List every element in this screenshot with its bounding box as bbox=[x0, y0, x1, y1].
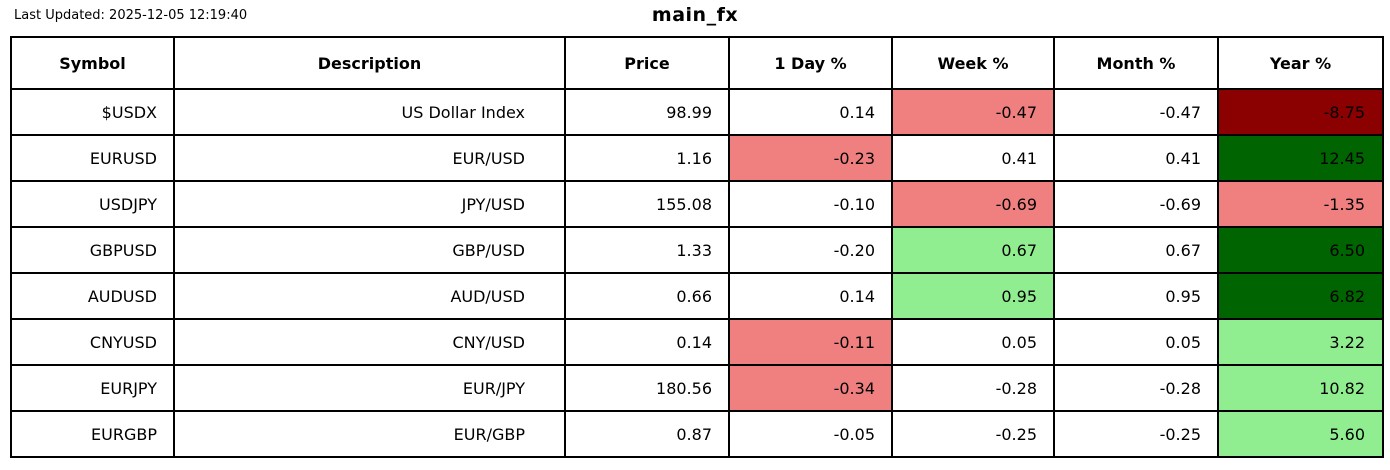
cell-day-pct: -0.20 bbox=[728, 226, 893, 274]
cell-price: 0.14 bbox=[564, 318, 730, 366]
cell-day-pct: 0.14 bbox=[728, 88, 893, 136]
table-header-row: Symbol Description Price 1 Day % Week % … bbox=[10, 36, 1384, 90]
cell-month-pct: -0.28 bbox=[1053, 364, 1219, 412]
cell-year-pct: -1.35 bbox=[1217, 180, 1384, 228]
cell-week-pct: 0.41 bbox=[891, 134, 1055, 182]
cell-symbol: CNYUSD bbox=[10, 318, 175, 366]
table-row: EURUSD EUR/USD 1.16 -0.23 0.41 0.41 12.45 bbox=[10, 134, 1384, 182]
cell-symbol: AUDUSD bbox=[10, 272, 175, 320]
cell-symbol: GBPUSD bbox=[10, 226, 175, 274]
column-header-week-pct: Week % bbox=[891, 36, 1055, 90]
cell-price: 0.66 bbox=[564, 272, 730, 320]
table-row: USDJPY JPY/USD 155.08 -0.10 -0.69 -0.69 -1.35 bbox=[10, 180, 1384, 228]
table-body: $USDX US Dollar Index 98.99 0.14 -0.47 -0.47-… bbox=[10, 88, 1384, 458]
cell-symbol: USDJPY bbox=[10, 180, 175, 228]
cell-year-pct: 6.82 bbox=[1217, 272, 1384, 320]
cell-description: CNY/USD bbox=[173, 318, 566, 366]
cell-day-pct: 0.14 bbox=[728, 272, 893, 320]
cell-description: US Dollar Index bbox=[173, 88, 566, 136]
cell-week-pct: -0.47 bbox=[891, 88, 1055, 136]
cell-month-pct: 0.95 bbox=[1053, 272, 1219, 320]
cell-week-pct: 0.95 bbox=[891, 272, 1055, 320]
last-updated-label: Last Updated: 2025-12-05 12:19:40 bbox=[14, 8, 248, 23]
table-row: EURJPY EUR/JPY 180.56 -0.34 -0.28 -0.28 10.82 bbox=[10, 364, 1384, 412]
cell-month-pct: 0.05 bbox=[1053, 318, 1219, 366]
cell-year-pct: 10.82 bbox=[1217, 364, 1384, 412]
cell-year-pct: -8.75 bbox=[1217, 88, 1384, 136]
cell-description: EUR/USD bbox=[173, 134, 566, 182]
cell-month-pct: -0.69 bbox=[1053, 180, 1219, 228]
column-header-year-pct: Year % bbox=[1217, 36, 1384, 90]
cell-price: 98.99 bbox=[564, 88, 730, 136]
cell-week-pct: -0.28 bbox=[891, 364, 1055, 412]
cell-day-pct: -0.11 bbox=[728, 318, 893, 366]
cell-month-pct: -0.25 bbox=[1053, 410, 1219, 458]
cell-symbol: $USDX bbox=[10, 88, 175, 136]
cell-price: 180.56 bbox=[564, 364, 730, 412]
cell-year-pct: 5.60 bbox=[1217, 410, 1384, 458]
cell-year-pct: 6.50 bbox=[1217, 226, 1384, 274]
cell-week-pct: -0.25 bbox=[891, 410, 1055, 458]
cell-price: 1.16 bbox=[564, 134, 730, 182]
cell-day-pct: -0.05 bbox=[728, 410, 893, 458]
column-header-description: Description bbox=[173, 36, 566, 90]
cell-symbol: EURUSD bbox=[10, 134, 175, 182]
cell-symbol: EURJPY bbox=[10, 364, 175, 412]
cell-day-pct: -0.23 bbox=[728, 134, 893, 182]
cell-week-pct: 0.67 bbox=[891, 226, 1055, 274]
column-header-day-pct: 1 Day % bbox=[728, 36, 893, 90]
fx-table: Symbol Description Price 1 Day % Week % … bbox=[10, 36, 1384, 458]
table-row: $USDX US Dollar Index 98.99 0.14 -0.47 -0.47-… bbox=[10, 88, 1384, 136]
cell-symbol: EURGBP bbox=[10, 410, 175, 458]
cell-price: 155.08 bbox=[564, 180, 730, 228]
cell-week-pct: -0.69 bbox=[891, 180, 1055, 228]
cell-description: EUR/GBP bbox=[173, 410, 566, 458]
cell-month-pct: 0.67 bbox=[1053, 226, 1219, 274]
cell-year-pct: 12.45 bbox=[1217, 134, 1384, 182]
table-row: GBPUSD GBP/USD 1.33 -0.20 0.67 0.67 6.50 bbox=[10, 226, 1384, 274]
column-header-month-pct: Month % bbox=[1053, 36, 1219, 90]
page-title: main_fx bbox=[651, 4, 739, 26]
cell-year-pct: 3.22 bbox=[1217, 318, 1384, 366]
cell-day-pct: -0.34 bbox=[728, 364, 893, 412]
table-row: EURGBP EUR/GBP 0.87 -0.05 -0.25 -0.25 5.60 bbox=[10, 410, 1384, 458]
table-row: AUDUSD AUD/USD 0.66 0.14 0.95 0.95 6.82 bbox=[10, 272, 1384, 320]
cell-price: 1.33 bbox=[564, 226, 730, 274]
cell-price: 0.87 bbox=[564, 410, 730, 458]
cell-description: JPY/USD bbox=[173, 180, 566, 228]
cell-description: AUD/USD bbox=[173, 272, 566, 320]
column-header-price: Price bbox=[564, 36, 730, 90]
cell-week-pct: 0.05 bbox=[891, 318, 1055, 366]
table-row: CNYUSD CNY/USD 0.14 -0.11 0.05 0.05 3.22 bbox=[10, 318, 1384, 366]
cell-day-pct: -0.10 bbox=[728, 180, 893, 228]
cell-description: EUR/JPY bbox=[173, 364, 566, 412]
cell-month-pct: 0.41 bbox=[1053, 134, 1219, 182]
column-header-symbol: Symbol bbox=[10, 36, 175, 90]
cell-description: GBP/USD bbox=[173, 226, 566, 274]
cell-month-pct: -0.47 bbox=[1053, 88, 1219, 136]
